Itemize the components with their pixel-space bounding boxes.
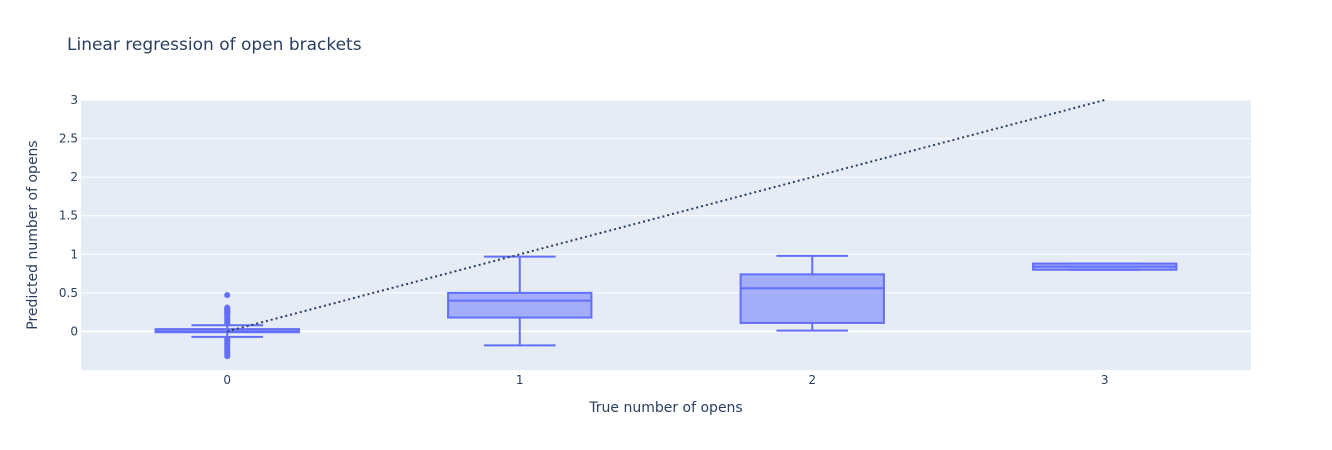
y-tick-label: 2 bbox=[70, 170, 78, 184]
boxes-group bbox=[154, 254, 1178, 360]
box-iqr bbox=[739, 273, 885, 324]
y-tick-label: 3 bbox=[70, 93, 78, 107]
box-2 bbox=[739, 254, 885, 332]
x-tick-label: 1 bbox=[516, 373, 524, 387]
box-3 bbox=[1032, 262, 1178, 271]
y-axis-title: Predicted number of opens bbox=[25, 140, 41, 329]
y-tick-label: 1 bbox=[70, 247, 78, 261]
y-tick-label: 1.5 bbox=[59, 209, 78, 223]
chart-title: Linear regression of open brackets bbox=[67, 35, 362, 55]
y-axis-ticks: 0 0.5 1 1.5 2 2.5 3 bbox=[59, 93, 78, 338]
x-tick-label: 0 bbox=[223, 373, 231, 387]
x-tick-label: 3 bbox=[1101, 373, 1109, 387]
x-axis-title: True number of opens bbox=[588, 400, 742, 416]
outlier-point bbox=[224, 353, 231, 360]
box-0 bbox=[154, 292, 300, 360]
box-iqr bbox=[447, 291, 593, 319]
y-tick-label: 0.5 bbox=[59, 286, 78, 300]
plot-background bbox=[81, 100, 1251, 370]
y-tick-label: 2.5 bbox=[59, 132, 78, 146]
outlier-point bbox=[224, 320, 231, 327]
reference-line bbox=[226, 99, 1106, 333]
box-1 bbox=[447, 255, 593, 347]
x-axis-ticks: 0 1 2 3 bbox=[223, 373, 1108, 387]
y-tick-label: 0 bbox=[70, 324, 78, 338]
x-tick-label: 2 bbox=[808, 373, 816, 387]
outlier-point bbox=[224, 292, 231, 299]
